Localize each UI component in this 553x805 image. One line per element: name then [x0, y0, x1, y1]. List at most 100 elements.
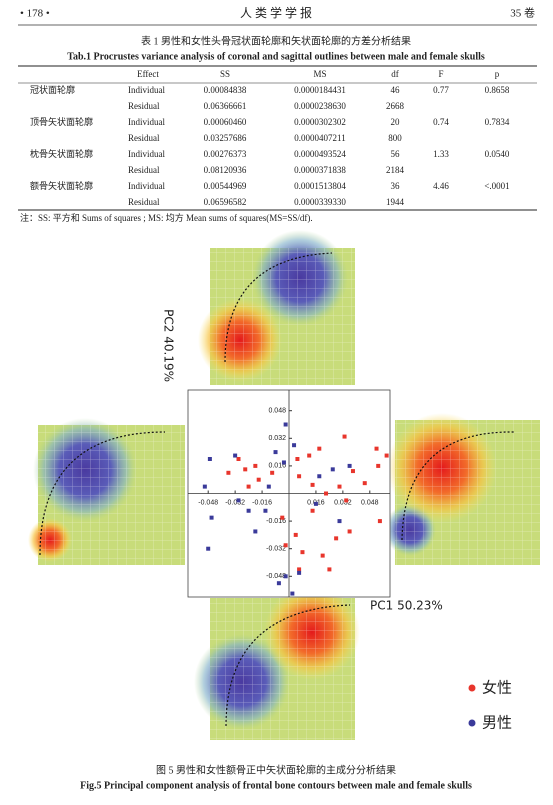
- journal-title: 人 类 学 学 报: [240, 5, 312, 20]
- row-label: 冠状面轮廓: [30, 84, 75, 95]
- point: [342, 434, 347, 439]
- cell: Residual: [128, 101, 160, 111]
- point: [300, 550, 305, 555]
- column-header: df: [391, 69, 399, 79]
- cell: 0.00084838: [204, 85, 247, 95]
- point: [337, 484, 342, 489]
- point: [317, 474, 322, 479]
- point: [307, 453, 312, 458]
- point: [297, 474, 302, 479]
- cell: 36: [391, 181, 401, 191]
- y-tick-label: 0.048: [268, 408, 286, 415]
- cell: 0.0000238630: [294, 101, 346, 111]
- point: [283, 574, 288, 579]
- cell: Individual: [128, 181, 165, 191]
- contour: [224, 252, 333, 363]
- point: [297, 570, 302, 575]
- cell: 0.0001513804: [294, 181, 346, 191]
- column-header: F: [438, 69, 443, 79]
- legend-label: 男性: [482, 714, 512, 732]
- volume: 35 卷: [510, 6, 535, 20]
- x-tick-label: -0.048: [198, 499, 218, 506]
- point: [317, 446, 322, 451]
- cell: 0.77: [433, 85, 449, 95]
- point: [236, 457, 241, 461]
- column-header: SS: [220, 69, 230, 79]
- point: [281, 460, 286, 465]
- point: [362, 481, 367, 486]
- cell: 0.08120936: [204, 165, 247, 175]
- point: [209, 515, 214, 520]
- column-header: Effect: [137, 69, 159, 79]
- heatmap-grid: [210, 248, 355, 385]
- cell: 0.00276373: [204, 149, 247, 159]
- cell: Residual: [128, 133, 160, 143]
- row-label: 额骨矢状面轮廓: [30, 180, 93, 191]
- point: [347, 463, 352, 468]
- heatmap-grid: [38, 425, 185, 565]
- page-number: • 178 •: [20, 8, 50, 20]
- point: [295, 457, 300, 461]
- point: [236, 498, 241, 503]
- point: [377, 519, 382, 524]
- figure-caption: Fig.5 Principal component analysis of fr…: [80, 780, 472, 791]
- cell: 0.7834: [485, 117, 510, 127]
- row-label: 枕骨矢状面轮廓: [30, 148, 93, 159]
- point: [276, 581, 281, 586]
- cell: 800: [388, 133, 402, 143]
- point: [246, 508, 251, 513]
- y-axis-label: PC2 40.19%: [162, 309, 176, 382]
- point: [320, 553, 325, 558]
- x-tick-label: 0.032: [334, 499, 352, 506]
- cell: 46: [391, 85, 401, 95]
- contour: [225, 604, 351, 727]
- cell: 0.0000339330: [294, 197, 346, 207]
- cell: 0.8658: [485, 85, 510, 95]
- table-caption: 表 1 男性和女性头骨冠状面轮廓和矢状面轮廓的方差分析结果: [141, 34, 411, 47]
- point: [206, 546, 211, 551]
- point: [292, 443, 297, 448]
- cell: 0.0000302302: [294, 117, 346, 127]
- point: [327, 567, 332, 572]
- y-tick-label: -0.016: [266, 518, 286, 525]
- scatter-plot: -0.048-0.032-0.0160.0160.0320.048-0.048-…: [187, 389, 391, 598]
- point: [273, 450, 278, 455]
- point: [283, 543, 288, 548]
- point: [263, 508, 268, 513]
- y-tick-label: -0.048: [266, 573, 286, 580]
- point: [233, 453, 238, 458]
- point: [350, 469, 355, 474]
- cell: 0.00060460: [204, 117, 247, 127]
- point: [226, 470, 231, 475]
- point: [207, 457, 212, 461]
- legend-marker: [468, 684, 476, 692]
- point: [266, 484, 271, 489]
- point: [297, 567, 302, 572]
- table-note: 注：SS: 平方和 Sums of squares ; MS: 均方 Mean …: [20, 212, 313, 223]
- cell: 0.0540: [485, 149, 510, 159]
- contour: [39, 431, 166, 556]
- point: [310, 482, 315, 487]
- cell: 0.0000371838: [294, 165, 346, 175]
- point: [283, 422, 288, 427]
- point: [384, 453, 389, 458]
- point: [330, 467, 335, 472]
- point: [293, 532, 298, 537]
- cell: 0.06596582: [204, 197, 247, 207]
- point: [324, 491, 329, 496]
- point: [202, 484, 207, 489]
- point: [344, 498, 349, 503]
- cell: 0.74: [433, 117, 449, 127]
- cell: 2668: [386, 101, 405, 111]
- point: [253, 529, 258, 534]
- x-axis-label: PC1 50.23%: [370, 599, 443, 613]
- cell: 4.46: [433, 181, 449, 191]
- heatmap-grid: [210, 598, 355, 740]
- x-tick-label: -0.016: [252, 499, 272, 506]
- contour: [401, 431, 516, 541]
- cell: 0.0000407211: [294, 133, 345, 143]
- figure-caption: 图 5 男性和女性额骨正中矢状面轮廓的主成分分析结果: [156, 763, 396, 776]
- point: [270, 470, 275, 475]
- y-tick-label: 0.032: [268, 435, 286, 442]
